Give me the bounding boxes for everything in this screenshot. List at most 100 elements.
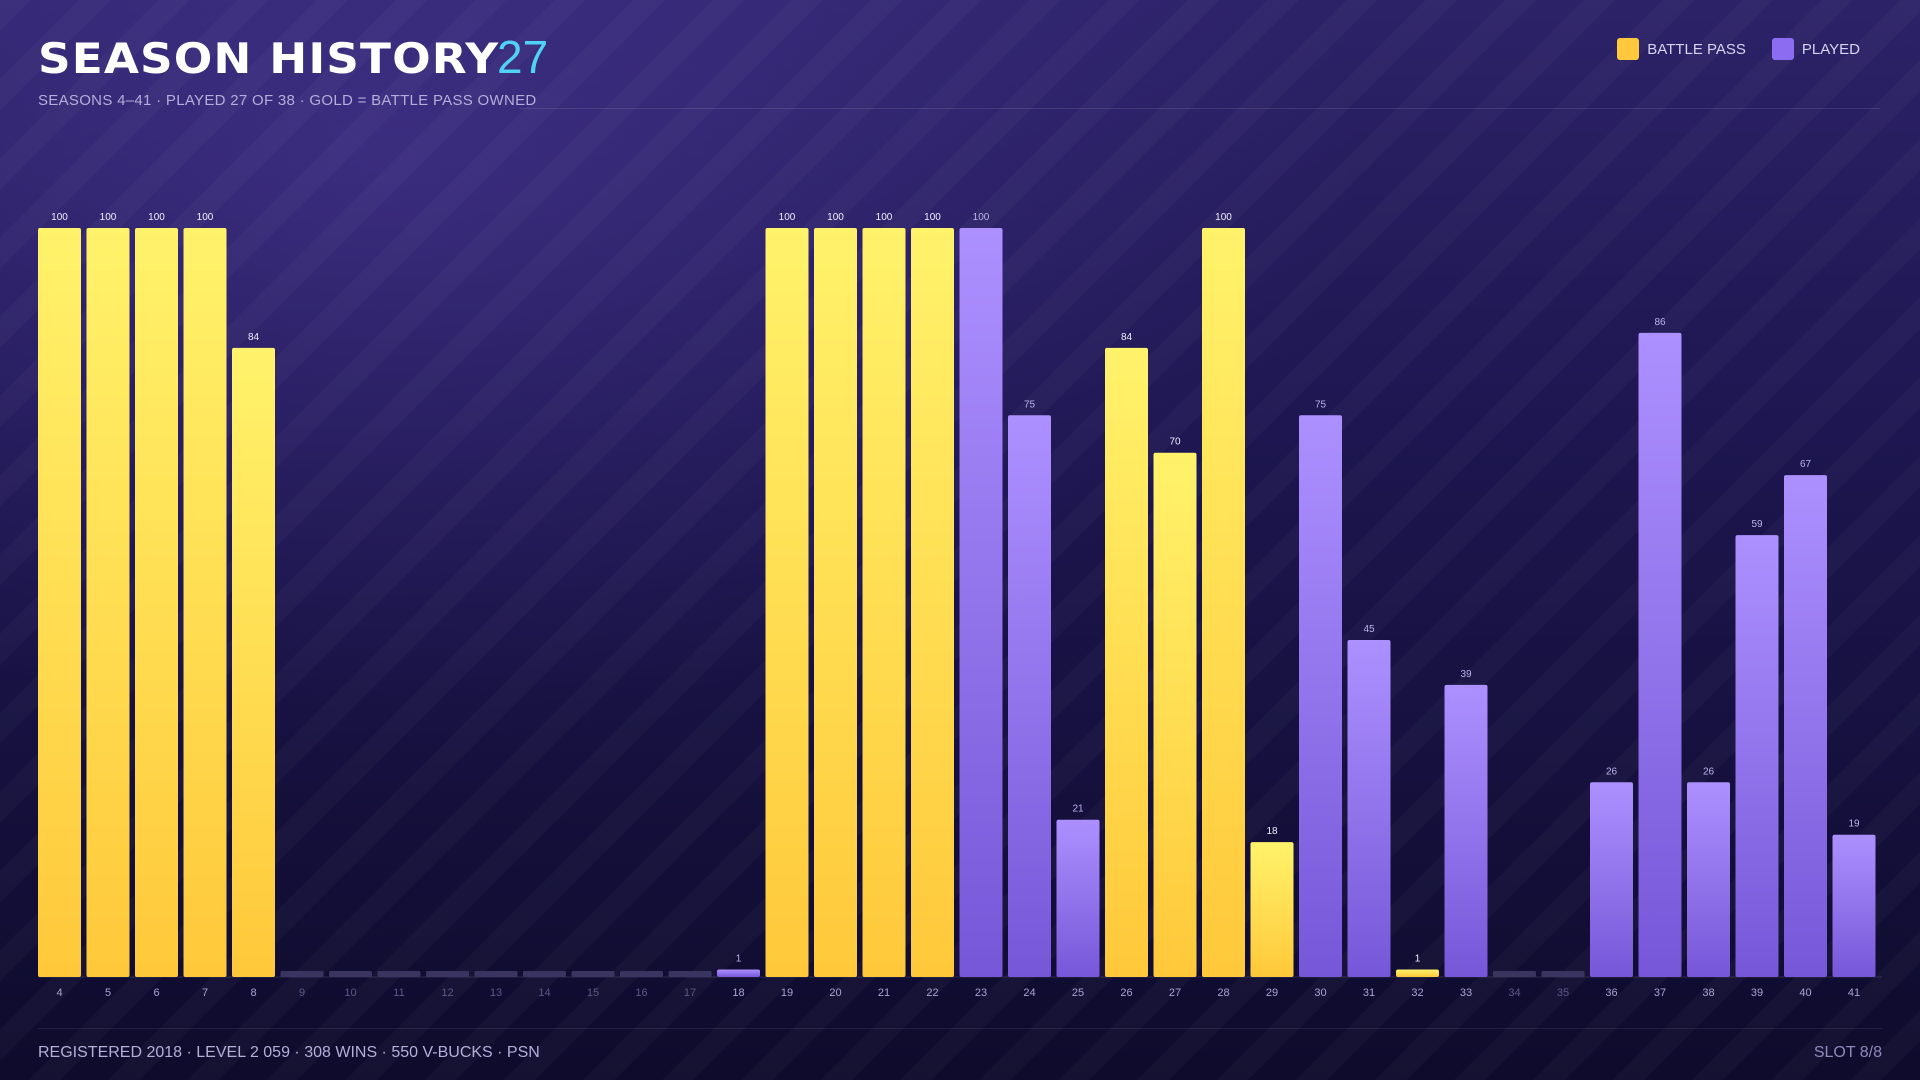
x-tick-label: 15 (587, 987, 599, 999)
bar-value-label: 100 (148, 212, 165, 223)
x-tick-label: 4 (56, 987, 62, 999)
x-tick-label: 28 (1217, 987, 1229, 999)
bar-unplayed (523, 971, 566, 977)
x-tick-label: 22 (926, 987, 938, 999)
x-tick-label: 12 (441, 987, 453, 999)
bar-unplayed (474, 971, 518, 977)
legend: BATTLE PASS PLAYED (1591, 38, 1860, 60)
bar-value-label: 100 (876, 212, 893, 223)
x-tick-label: 13 (490, 987, 502, 999)
bar-value-label: 19 (1848, 819, 1860, 830)
bar-played (959, 228, 1003, 977)
bar-unplayed (1541, 971, 1585, 977)
bar-value-label: 100 (51, 212, 68, 223)
bar-played (1590, 782, 1633, 977)
played-swatch (1771, 38, 1794, 60)
x-tick-label: 19 (781, 987, 793, 999)
legend-item-battle-pass: BATTLE PASS (1617, 38, 1746, 60)
bar-unplayed (571, 971, 615, 977)
x-tick-label: 41 (1848, 987, 1860, 999)
bar-value-label: 100 (197, 212, 214, 223)
header-divider (520, 108, 1880, 109)
bar-played (1299, 415, 1342, 977)
x-tick-label: 5 (105, 987, 111, 999)
bar-played (1687, 782, 1730, 977)
bar-battle-pass (1105, 347, 1148, 978)
bar-value-label: 39 (1460, 669, 1472, 680)
bar-battle-pass (1396, 969, 1439, 977)
legend-label-battle-pass: BATTLE PASS (1647, 40, 1746, 58)
bar-value-label: 100 (827, 212, 844, 223)
bar-value-label: 45 (1363, 624, 1375, 635)
bar-battle-pass (862, 228, 906, 977)
footer-info: REGISTERED 2018 · LEVEL 2 059 · 308 WINS… (38, 1044, 540, 1061)
bar-unplayed (377, 971, 421, 977)
bar-value-label: 100 (100, 212, 117, 223)
page-title: SEASON HISTORY (38, 34, 500, 83)
bar-played (1444, 684, 1488, 977)
x-tick-label: 36 (1605, 987, 1617, 999)
x-tick-label: 39 (1751, 987, 1763, 999)
x-tick-label: 10 (344, 987, 356, 999)
bar-value-label: 84 (1121, 332, 1133, 343)
x-tick-label: 24 (1023, 987, 1035, 999)
page-subtitle: SEASONS 4–41 · PLAYED 27 OF 38 · GOLD = … (38, 92, 537, 109)
x-tick-label: 31 (1363, 987, 1375, 999)
bar-unplayed (668, 971, 712, 977)
bar-unplayed (620, 971, 663, 977)
x-tick-label: 27 (1169, 987, 1181, 999)
bar-played (1832, 834, 1876, 977)
x-tick-label: 20 (829, 987, 841, 999)
x-tick-label: 25 (1072, 987, 1084, 999)
bar-unplayed (329, 971, 372, 977)
legend-item-played: PLAYED (1771, 38, 1860, 60)
bar-value-label: 75 (1024, 399, 1036, 410)
battle-pass-swatch (1617, 38, 1640, 60)
x-tick-label: 16 (635, 987, 647, 999)
footer-divider (38, 1028, 1882, 1029)
legend-label-played: PLAYED (1801, 40, 1860, 58)
bar-battle-pass (86, 228, 130, 977)
bar-value-label: 70 (1169, 437, 1181, 448)
bar-value-label: 100 (779, 212, 796, 223)
x-tick-label: 38 (1702, 987, 1714, 999)
bar-value-label: 84 (248, 332, 260, 343)
bar-battle-pass (1202, 228, 1245, 977)
bar-battle-pass (1250, 842, 1294, 977)
bar-played (1347, 639, 1391, 977)
x-tick-label: 32 (1411, 987, 1423, 999)
bar-unplayed (426, 971, 469, 977)
bar-battle-pass (911, 228, 954, 977)
bar-value-label: 21 (1072, 804, 1084, 815)
x-tick-label: 17 (684, 987, 696, 999)
x-tick-label: 40 (1799, 987, 1811, 999)
bar-played (1056, 819, 1100, 977)
slot-indicator: SLOT 8/8 (1813, 1044, 1882, 1061)
bar-value-label: 26 (1606, 766, 1618, 777)
x-tick-label: 21 (878, 987, 890, 999)
x-tick-label: 30 (1314, 987, 1326, 999)
x-tick-label: 26 (1120, 987, 1132, 999)
bar-played (1735, 535, 1779, 977)
bar-value-label: 1 (1415, 954, 1421, 965)
bar-battle-pass (1153, 452, 1197, 977)
x-tick-label: 14 (538, 987, 550, 999)
bar-unplayed (280, 971, 324, 977)
bar-value-label: 100 (924, 212, 941, 223)
bar-value-label: 100 (973, 212, 990, 223)
bar-value-label: 75 (1315, 399, 1327, 410)
x-tick-label: 34 (1508, 987, 1520, 999)
bar-played (1784, 475, 1827, 977)
x-tick-label: 11 (393, 987, 404, 999)
x-tick-label: 9 (299, 987, 305, 999)
bar-value-label: 59 (1751, 519, 1763, 530)
x-tick-label: 33 (1460, 987, 1472, 999)
bar-value-label: 100 (1215, 212, 1232, 223)
bar-battle-pass (135, 228, 178, 977)
bar-battle-pass (765, 228, 809, 977)
bar-battle-pass (232, 347, 275, 978)
bar-played (1638, 332, 1682, 977)
bar-value-label: 26 (1703, 766, 1715, 777)
x-tick-label: 35 (1557, 987, 1569, 999)
